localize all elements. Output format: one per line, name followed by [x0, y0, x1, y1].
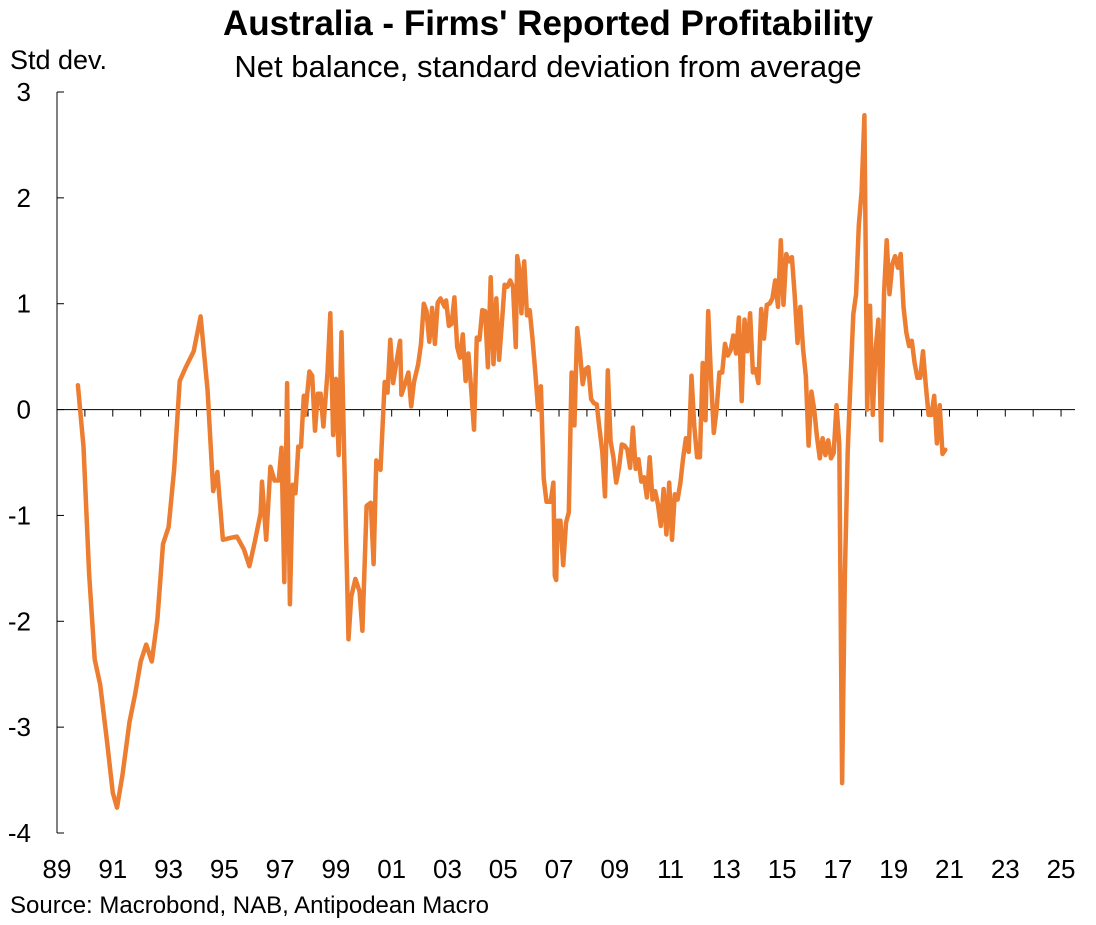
- x-tick-label: 25: [1047, 854, 1076, 884]
- x-tick-label: 11: [657, 854, 684, 884]
- x-tick-label: 09: [600, 854, 629, 884]
- x-tick-label: 99: [321, 854, 350, 884]
- y-tick-label: -4: [8, 818, 31, 848]
- y-tick-label: 0: [17, 395, 31, 425]
- x-tick-label: 15: [768, 854, 797, 884]
- chart-title: Australia - Firms' Reported Profitabilit…: [222, 4, 874, 43]
- profitability-series-line: [75, 113, 948, 810]
- y-tick-label: 2: [17, 183, 31, 213]
- x-tick-label: 21: [935, 854, 964, 884]
- x-tick-label: 03: [433, 854, 462, 884]
- x-tick-label: 13: [712, 854, 741, 884]
- x-tick-label: 17: [823, 854, 852, 884]
- x-tick-label: 91: [98, 854, 127, 884]
- x-tick-label: 93: [154, 854, 183, 884]
- source-note: Source: Macrobond, NAB, Antipodean Macro: [10, 892, 489, 919]
- x-tick-label: 19: [879, 854, 908, 884]
- y-tick-label: -3: [8, 712, 31, 742]
- y-tick-label: 1: [17, 289, 31, 319]
- x-tick-label: 07: [545, 854, 574, 884]
- x-tick-label: 23: [991, 854, 1020, 884]
- x-tick-label: 97: [266, 854, 295, 884]
- y-axis-label: Std dev.: [10, 45, 108, 75]
- x-tick-label: 05: [489, 854, 518, 884]
- y-tick-label: -1: [8, 500, 31, 530]
- x-tick-label: 01: [377, 854, 406, 884]
- y-tick-label: 3: [17, 77, 31, 107]
- chart-subtitle: Net balance, standard deviation from ave…: [234, 49, 862, 84]
- x-tick-label: 89: [43, 854, 72, 884]
- y-tick-label: -2: [8, 606, 31, 636]
- x-tick-label: 95: [210, 854, 239, 884]
